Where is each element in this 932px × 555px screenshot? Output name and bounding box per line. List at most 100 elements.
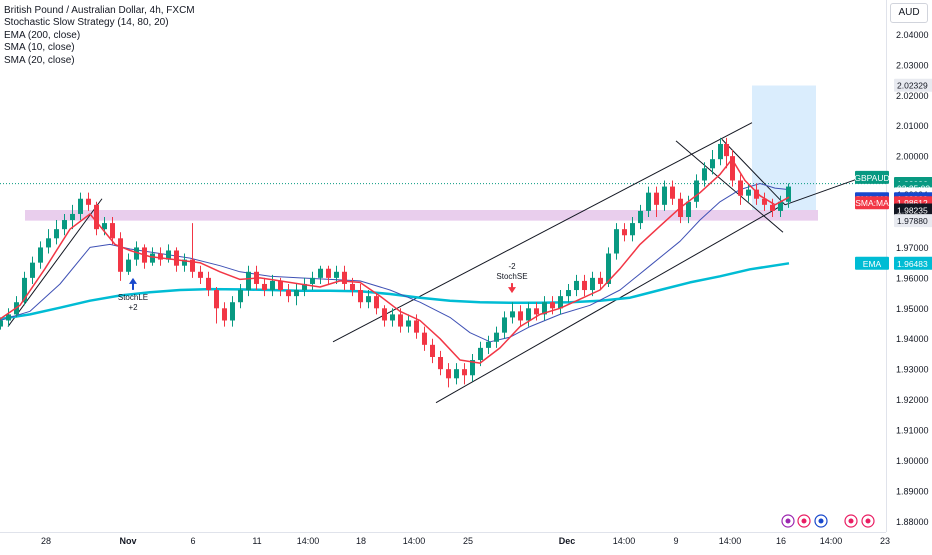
resistance-band [25, 210, 818, 221]
legend-indicator-stoch[interactable]: Stochastic Slow Strategy (14, 80, 20) [4, 17, 169, 29]
x-tick-label: 28 [41, 536, 51, 546]
candle-body [326, 268, 331, 278]
x-tick-label: 6 [190, 536, 195, 546]
candle-body [278, 280, 283, 291]
stoch-long-arrow [129, 277, 137, 290]
candle-body [0, 320, 3, 327]
candle-body [238, 290, 243, 303]
series-tag-text: SMA:MA [855, 198, 889, 208]
x-tick-label: Dec [559, 536, 576, 546]
candle-body [342, 271, 347, 284]
y-tick-label: 2.04000 [896, 30, 929, 40]
candle-body [724, 143, 729, 157]
candle-body [270, 280, 275, 291]
y-tick-label: 1.88000 [896, 517, 929, 527]
y-tick-label: 2.00000 [896, 152, 929, 162]
candle-body [526, 308, 531, 321]
candle-body [662, 186, 667, 205]
price-tag [894, 78, 932, 92]
event-icon-dot [785, 518, 791, 524]
candle-body [150, 253, 155, 263]
candle-body [414, 320, 419, 333]
candle-body [166, 250, 171, 260]
candle-body [510, 311, 515, 318]
candle-body [786, 186, 791, 202]
candle-body [294, 290, 299, 297]
candle-body [550, 302, 555, 309]
event-icon-dot [848, 518, 854, 524]
stoch-short-qty: -2 [508, 262, 516, 271]
candle-body [6, 314, 11, 321]
candle-body [718, 143, 723, 160]
candle-body [730, 156, 735, 181]
candle-body [558, 296, 563, 309]
candle-body [230, 302, 235, 321]
candle-body [22, 277, 27, 303]
candle-body [462, 369, 467, 376]
candle-body [710, 159, 715, 169]
candle-body [94, 204, 99, 230]
candle-body [206, 277, 211, 291]
y-tick-label: 2.03000 [896, 60, 929, 70]
price-tag [894, 256, 932, 270]
x-tick-label: Nov [119, 536, 136, 546]
candle-body [702, 168, 707, 181]
price-tag-text: 1.98235 [897, 206, 928, 216]
currency-button[interactable]: AUD [890, 3, 928, 23]
legend-title[interactable]: British Pound / Australian Dollar, 4h, F… [4, 5, 195, 16]
candle-body [762, 198, 767, 205]
candle-body [590, 277, 595, 291]
candle-body [302, 283, 307, 291]
candle-body [630, 223, 635, 236]
candle-body [542, 302, 547, 315]
candle-body [246, 271, 251, 291]
legend-indicator-sma10[interactable]: SMA (10, close) [4, 42, 75, 54]
candle-body [158, 253, 163, 260]
candle-body [174, 250, 179, 266]
candle-body [30, 262, 35, 278]
series-tag-text: GBPAUD [854, 173, 889, 183]
x-tick-label: 14:00 [297, 536, 320, 546]
price-tag-text: 1.97880 [897, 216, 928, 226]
candle-body [38, 247, 43, 263]
price-tag-text: 1.98612 [897, 198, 928, 208]
y-tick-label: 1.92000 [896, 395, 929, 405]
candle-body [670, 186, 675, 199]
y-tick-label: 2.02000 [896, 91, 929, 101]
trendline [784, 175, 867, 206]
candle-body [214, 290, 219, 309]
candle-body [382, 308, 387, 321]
stoch-long-label: StochLE [118, 293, 148, 302]
legend-indicator-sma20[interactable]: SMA (20, close) [4, 54, 75, 66]
candle-body [406, 320, 411, 327]
legend-indicator-ema[interactable]: EMA (200, close) [4, 29, 81, 41]
y-tick-label: 1.89000 [896, 486, 929, 496]
price-tag [894, 203, 932, 217]
y-tick-label: 2.01000 [896, 121, 929, 131]
candle-body [310, 277, 315, 284]
candle-body [778, 201, 783, 211]
candle-body [126, 259, 131, 272]
candle-body [694, 180, 699, 202]
candle-body [398, 314, 403, 327]
candle-body [182, 259, 187, 266]
candle-body [738, 180, 743, 196]
series-tag [855, 170, 889, 184]
candle-body [334, 271, 339, 278]
trendline [435, 204, 784, 404]
candle-body [358, 290, 363, 303]
candle-body [190, 259, 195, 272]
sma10-line [0, 158, 790, 364]
candle-body [622, 229, 627, 236]
candle-body [350, 283, 355, 291]
y-tick-label: 1.94000 [896, 334, 929, 344]
trendline [675, 140, 784, 233]
x-tick-label: 14:00 [403, 536, 426, 546]
event-icon-dot [865, 518, 871, 524]
candle-body [606, 253, 611, 284]
x-tick-label: 14:00 [613, 536, 636, 546]
x-tick-label: 23 [880, 536, 890, 546]
candle-body [438, 357, 443, 370]
